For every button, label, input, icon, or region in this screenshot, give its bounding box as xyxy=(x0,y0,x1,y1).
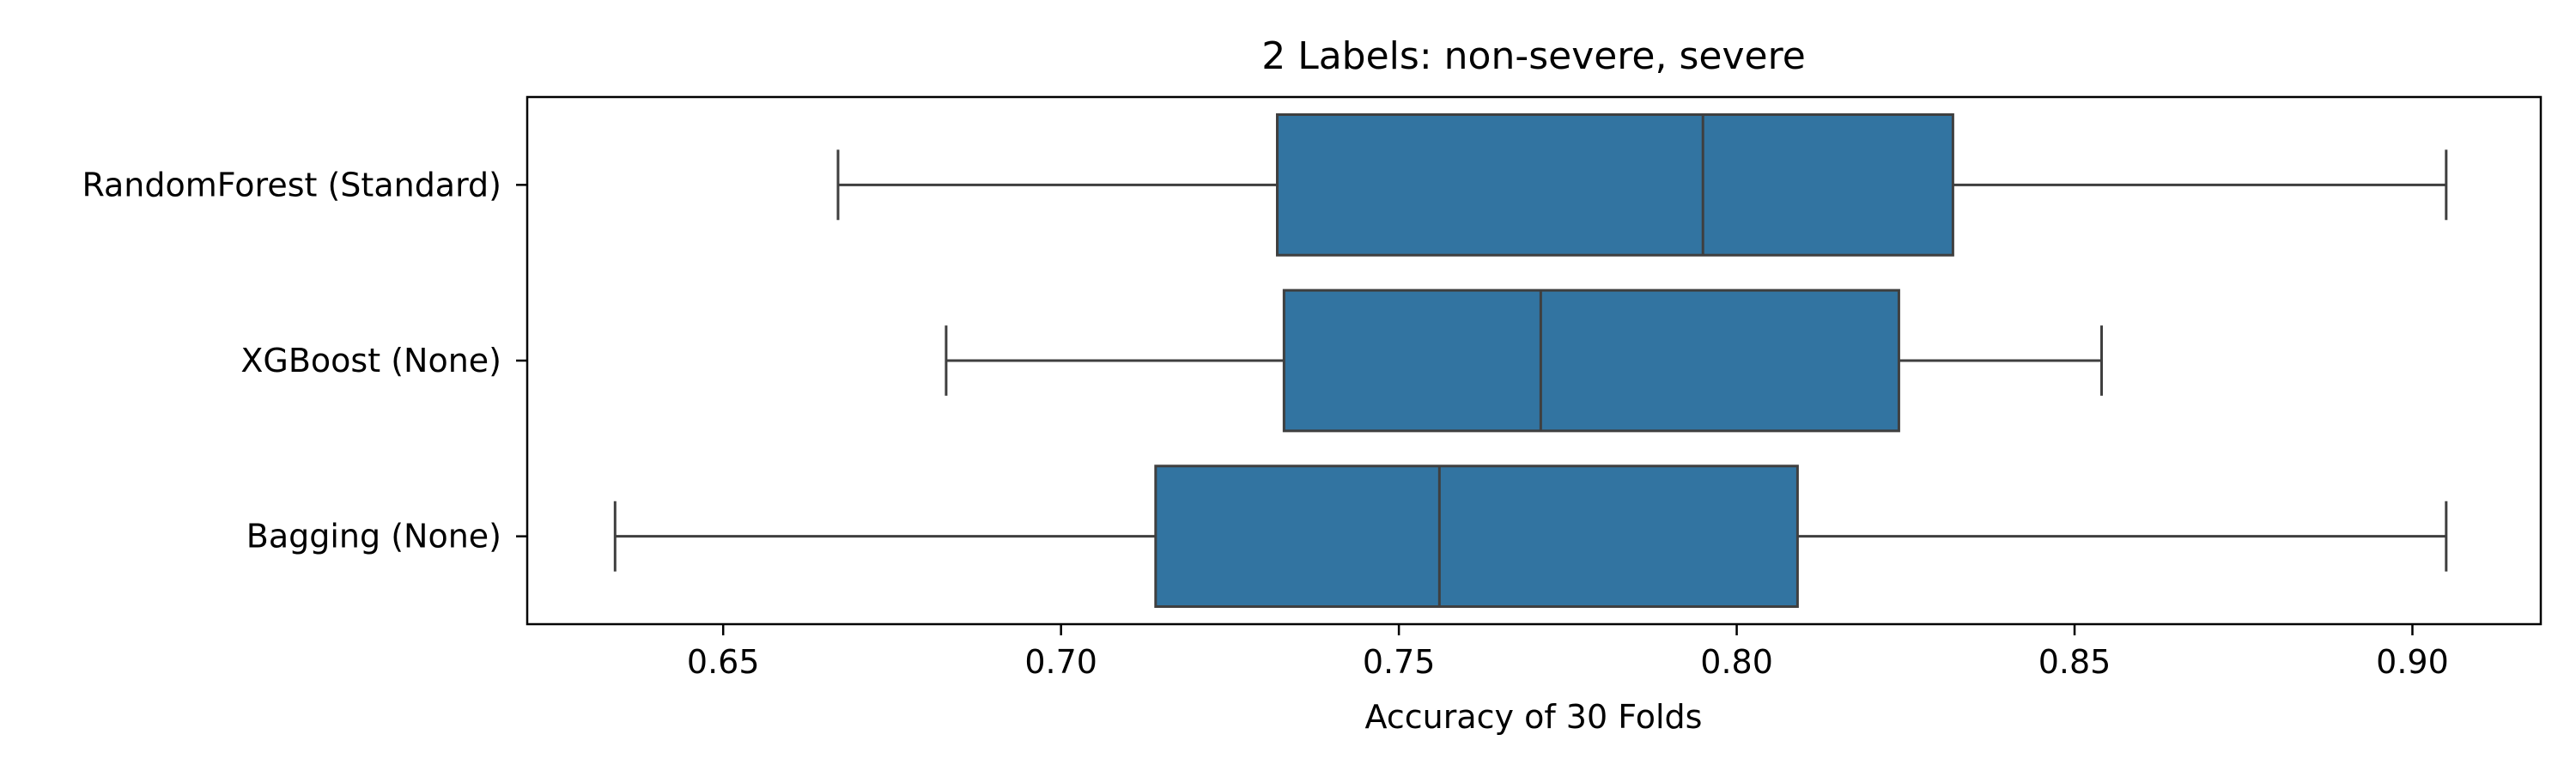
x-tick-label: 0.85 xyxy=(2038,643,2111,681)
x-axis-label: Accuracy of 30 Folds xyxy=(1365,698,1703,736)
x-tick-label: 0.70 xyxy=(1024,643,1097,681)
x-tick-label: 0.75 xyxy=(1363,643,1436,681)
y-tick-label: RandomForest (Standard) xyxy=(82,166,501,203)
box-group xyxy=(945,288,2104,433)
x-tick-label: 0.65 xyxy=(687,643,760,681)
box-iqr xyxy=(1282,288,1900,433)
y-tick-label: XGBoost (None) xyxy=(240,342,501,379)
y-tick-label: Bagging (None) xyxy=(246,518,501,555)
y-axis-ticks: RandomForest (Standard) XGBoost (None) Bag… xyxy=(82,166,527,555)
box-group xyxy=(836,112,2448,257)
x-tick-label: 0.90 xyxy=(2376,643,2449,681)
box-group xyxy=(613,464,2448,609)
box-iqr xyxy=(1154,464,1799,609)
box-iqr xyxy=(1275,112,1954,257)
x-tick-label: 0.80 xyxy=(1700,643,1773,681)
chart-marks xyxy=(613,112,2448,609)
x-axis-ticks: 0.65 0.70 0.75 0.80 0.85 0.90 xyxy=(687,624,2449,681)
chart-title: 2 Labels: non-severe, severe xyxy=(1261,34,1806,78)
